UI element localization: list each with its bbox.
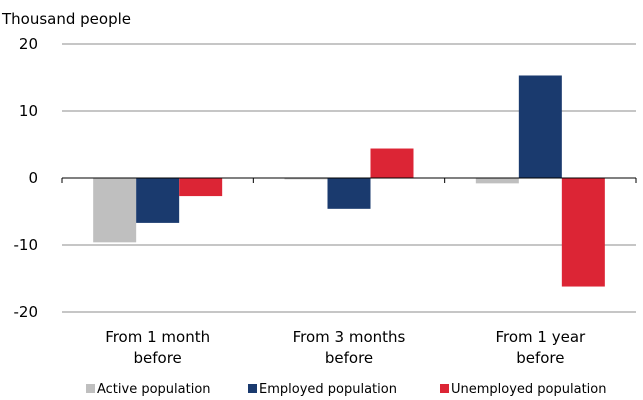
category-labels: From 1 month before From 3 months before Fro… <box>105 328 586 367</box>
bar <box>327 178 371 209</box>
bar <box>475 178 519 184</box>
bar-series <box>93 75 605 287</box>
category-label: before <box>516 349 564 367</box>
legend-label: Unemployed population <box>451 382 607 397</box>
y-tick-label: 10 <box>19 102 38 120</box>
bar <box>93 178 137 243</box>
category-label: From 1 year <box>495 328 586 346</box>
bar <box>518 75 562 178</box>
y-tick-label: -10 <box>14 236 39 254</box>
category-label: before <box>134 349 182 367</box>
bar <box>284 178 328 180</box>
y-tick-label: 0 <box>28 169 38 187</box>
y-tick-label: 20 <box>19 35 38 53</box>
x-axis <box>61 177 637 183</box>
legend-swatch <box>248 384 257 393</box>
legend-swatch <box>440 384 449 393</box>
bar <box>561 178 605 287</box>
legend-swatch <box>86 384 95 393</box>
legend-label: Employed population <box>259 382 397 397</box>
bar <box>136 178 180 223</box>
bar <box>370 148 414 178</box>
category-label: From 1 month <box>105 328 210 346</box>
bar <box>179 178 223 197</box>
y-unit-label: Thousand people <box>1 10 131 28</box>
legend-label: Active population <box>97 382 211 397</box>
legend: Active population Employed population Unem… <box>86 382 607 397</box>
category-label: before <box>325 349 373 367</box>
category-label: From 3 months <box>293 328 406 346</box>
y-tick-labels: 20 10 0 -10 -20 <box>14 35 39 321</box>
y-tick-label: -20 <box>14 303 39 321</box>
